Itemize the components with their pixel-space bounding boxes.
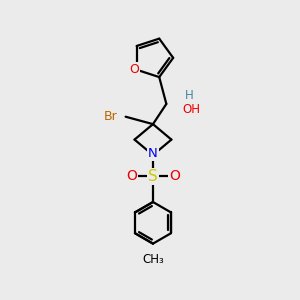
- Text: N: N: [148, 147, 158, 160]
- Text: CH₃: CH₃: [142, 253, 164, 266]
- Text: O: O: [129, 63, 139, 76]
- Text: H: H: [185, 89, 194, 102]
- Text: Br: Br: [104, 110, 118, 123]
- Text: OH: OH: [183, 103, 201, 116]
- Text: O: O: [169, 169, 180, 184]
- Text: O: O: [126, 169, 137, 184]
- Text: S: S: [148, 169, 158, 184]
